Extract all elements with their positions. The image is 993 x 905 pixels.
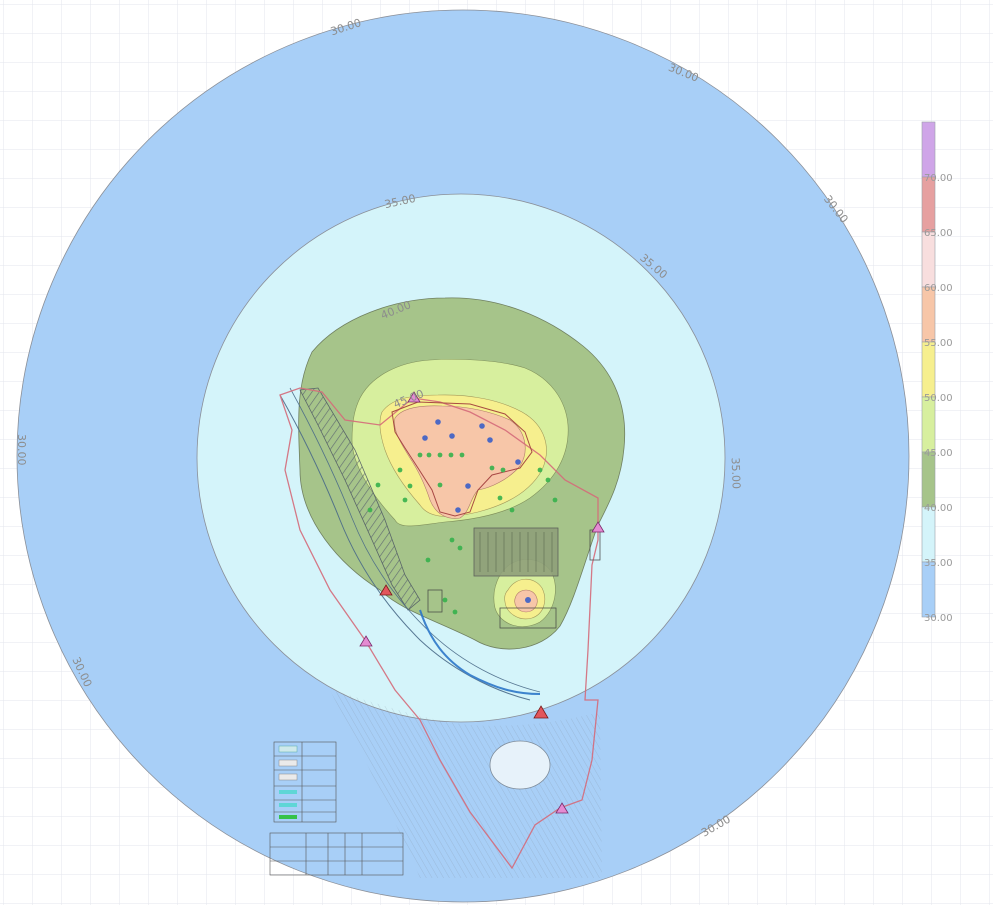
road-edge-right	[289, 387, 541, 693]
drawing-legend-swatches	[278, 745, 298, 819]
monitor-point-south	[533, 705, 549, 719]
site-plan-overlay	[279, 387, 602, 878]
drawing-legend-table	[269, 741, 404, 876]
canal	[419, 609, 541, 695]
legend-level-label: 65.00	[924, 228, 953, 239]
legend-swatch	[921, 121, 936, 178]
monitor-point-far-south	[555, 802, 569, 814]
legend-level-label: 55.00	[924, 338, 953, 349]
legend-swatch	[921, 451, 936, 508]
legend-level-label: 35.00	[924, 558, 953, 569]
monitor-point-southwest	[359, 635, 373, 647]
building-warehouse	[473, 527, 559, 577]
monitor-point-east	[591, 521, 605, 533]
legend-swatch	[921, 561, 936, 618]
warehouse-stripes	[479, 532, 553, 572]
legend-swatch	[921, 231, 936, 288]
monitor-point-north	[407, 391, 421, 403]
legend-swatch	[921, 176, 936, 233]
legend-level-label: 50.00	[924, 393, 953, 404]
legend-level-label: 40.00	[924, 503, 953, 514]
legend-swatch	[921, 341, 936, 398]
legend-swatch	[921, 286, 936, 343]
legend-level-label: 45.00	[924, 448, 953, 459]
pond	[489, 740, 551, 790]
building-small	[427, 589, 443, 613]
monitoring-points	[359, 391, 605, 814]
building-south	[499, 607, 557, 629]
contour-label-mid-right: 35.00	[729, 457, 743, 489]
plant-area	[391, 401, 533, 517]
noise-sources	[422, 419, 531, 603]
contour-label-outer-left: 30.00	[15, 434, 28, 466]
legend-level-label: 30.00	[924, 613, 953, 624]
shore-area	[330, 690, 602, 878]
legend-level-label: 70.00	[924, 173, 953, 184]
noise-level-legend: 70.00 65.00 60.00 55.00 50.00 45.00 40.00 35.00…	[921, 121, 953, 624]
monitor-point-west	[379, 584, 393, 596]
contour-label-mid-top: 35.00	[383, 192, 417, 211]
equipment-dots	[367, 452, 558, 615]
legend-swatch	[921, 396, 936, 453]
road-corridor	[299, 387, 421, 611]
legend-level-label: 60.00	[924, 283, 953, 294]
legend-swatch	[921, 506, 936, 563]
